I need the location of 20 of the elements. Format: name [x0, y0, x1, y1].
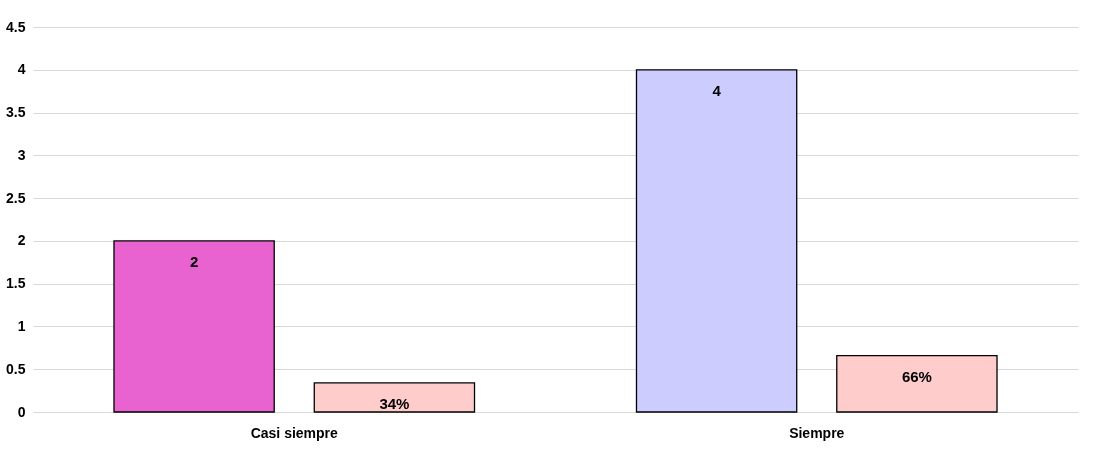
bar	[635, 69, 798, 413]
y-tick-label: 0	[17, 403, 26, 420]
y-tick-label: 4	[17, 61, 26, 78]
bar	[313, 382, 476, 413]
y-tick-label: 3	[17, 146, 26, 163]
y-tick-label: 1.5	[6, 275, 26, 292]
y-tick-label: 1	[17, 317, 26, 334]
y-tick-label: 4.5	[6, 18, 26, 35]
data-label: 66%	[901, 367, 932, 385]
data-label: 2	[189, 252, 199, 270]
y-tick-label: 2	[17, 232, 26, 249]
data-label: 4	[712, 81, 722, 99]
bar	[113, 240, 275, 413]
y-tick-label: 0.5	[6, 360, 26, 377]
data-label: 34%	[379, 394, 410, 412]
y-tick-label: 2.5	[6, 189, 26, 206]
bar	[836, 354, 998, 413]
y-tick-label: 3.5	[6, 104, 26, 121]
x-tick-label: Siempre	[789, 424, 845, 441]
x-tick-label: Casi siempre	[250, 424, 339, 441]
